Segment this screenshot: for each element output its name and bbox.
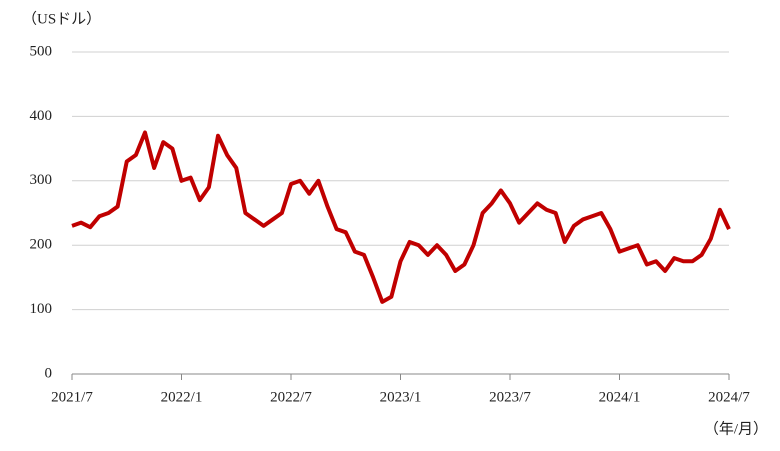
x-tick-label: 2022/7 xyxy=(270,389,312,405)
price-line xyxy=(71,130,731,304)
x-tick-label: 2024/7 xyxy=(708,389,750,405)
y-tick-label: 300 xyxy=(30,172,53,188)
y-tick-label: 100 xyxy=(30,301,53,317)
y-axis-label: （USドル） xyxy=(22,10,101,27)
x-tick-label: 2022/1 xyxy=(161,389,203,405)
x-tick-label: 2024/1 xyxy=(599,389,641,405)
y-tick-label: 500 xyxy=(30,43,53,59)
y-tick-label: 0 xyxy=(45,365,53,381)
y-tick-label: 400 xyxy=(30,108,53,124)
x-axis-label: （年/月） xyxy=(704,420,768,437)
y-tick-label: 200 xyxy=(30,237,53,253)
x-tick-label: 2023/7 xyxy=(489,389,531,405)
x-tick-label: 2023/1 xyxy=(380,389,422,405)
x-tick-label: 2021/7 xyxy=(51,389,93,405)
